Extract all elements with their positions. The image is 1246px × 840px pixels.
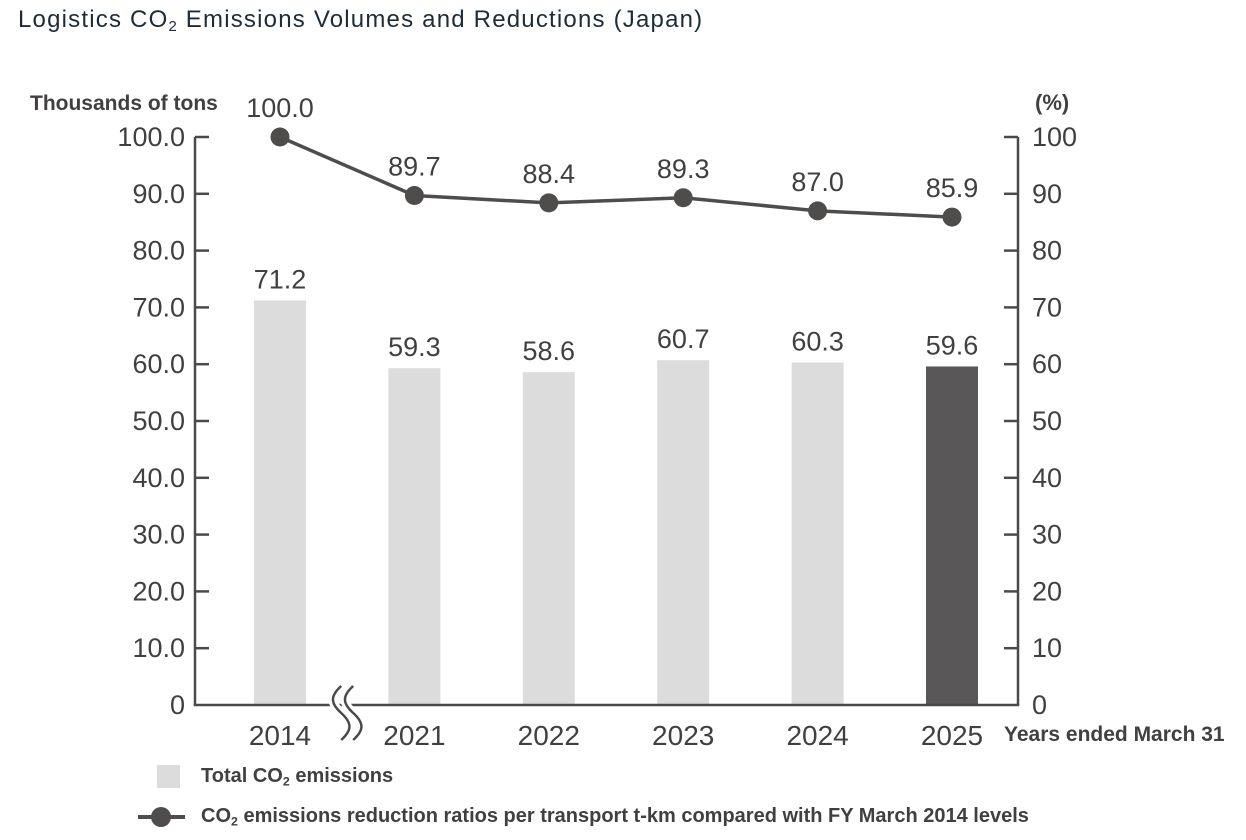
- bar-2023: [657, 360, 710, 705]
- line-value-label: 89.7: [388, 152, 441, 182]
- bar-2025: [926, 366, 978, 705]
- line-data-point-2021: [404, 186, 424, 206]
- left-axis-tick-label: 80.0: [132, 236, 185, 266]
- bar-2021: [388, 368, 441, 705]
- x-axis-tick-label: 2014: [249, 720, 311, 751]
- right-axis-tick-label: 10: [1032, 633, 1062, 663]
- x-axis-tick-label: 2021: [383, 720, 445, 751]
- left-axis-tick-label: 60.0: [132, 349, 185, 379]
- bar-swatch: [157, 765, 180, 788]
- bar-value-label: 60.7: [657, 324, 710, 354]
- bar-value-label: 59.3: [388, 332, 441, 362]
- right-axis-tick-label: 30: [1032, 520, 1062, 550]
- page-title: Logistics CO2 Emissions Volumes and Redu…: [18, 6, 703, 35]
- legend-text-part: Total CO: [201, 764, 283, 787]
- right-axis-tick-label: 80: [1032, 236, 1062, 266]
- right-axis-tick-label: 90: [1032, 179, 1062, 209]
- line-dot-marker-icon: [136, 803, 194, 830]
- right-axis-title: (%): [1035, 90, 1070, 115]
- right-axis-tick-label: 50: [1032, 406, 1062, 436]
- left-axis-tick-label: 0: [170, 690, 185, 720]
- right-axis-tick-label: 60: [1032, 349, 1062, 379]
- legend-text-part: CO: [201, 804, 231, 827]
- legend-text-part: emissions reduction ratios per transport…: [237, 804, 1029, 827]
- legend-subscript: 2: [231, 814, 238, 829]
- legend-text-part: emissions: [289, 764, 394, 787]
- axis-break-icon: [343, 685, 363, 741]
- title-subscript: 2: [168, 19, 178, 36]
- left-axis-tick-label: 100.0: [117, 122, 185, 152]
- legend: Total CO2 emissions CO2 emissions reduct…: [136, 763, 1029, 840]
- legend-item-total-emissions: Total CO2 emissions: [136, 763, 1029, 790]
- legend-label-reduction-ratio: CO2 emissions reduction ratios per trans…: [201, 805, 1029, 828]
- right-axis-tick-label: 70: [1032, 292, 1062, 322]
- legend-item-reduction-ratio: CO2 emissions reduction ratios per trans…: [136, 803, 1029, 830]
- x-axis-tick-label: 2022: [518, 720, 580, 751]
- left-axis-title: Thousands of tons: [30, 92, 218, 115]
- line-value-label: 100.0: [246, 93, 314, 123]
- left-axis-tick-label: 50.0: [132, 406, 185, 436]
- right-axis-tick-label: 40: [1032, 463, 1062, 493]
- right-axis-tick-label: 100: [1032, 122, 1077, 152]
- x-axis-tick-label: 2024: [786, 720, 848, 751]
- right-axis-tick-label: 20: [1032, 576, 1062, 606]
- legend-subscript: 2: [282, 774, 290, 789]
- x-axis-note: Years ended March 31: [1004, 723, 1225, 746]
- left-axis-tick-label: 30.0: [132, 520, 185, 550]
- left-axis-tick-label: 90.0: [132, 179, 185, 209]
- axis-break-icon: [331, 685, 351, 741]
- left-axis-tick-label: 20.0: [132, 576, 185, 606]
- line-value-label: 88.4: [523, 159, 576, 189]
- bar-swatch-icon: [136, 763, 194, 790]
- bar-value-label: 59.6: [926, 330, 979, 360]
- bar-value-label: 60.3: [791, 326, 844, 356]
- bar-2014: [254, 300, 306, 705]
- line-data-point-2022: [539, 193, 559, 213]
- left-axis-tick-label: 10.0: [132, 633, 185, 663]
- bar-value-label: 71.2: [254, 265, 307, 295]
- line-data-point-2025: [942, 207, 962, 227]
- line-data-point-2023: [673, 188, 693, 208]
- line-value-label: 87.0: [791, 167, 844, 197]
- right-axis-tick-label: 0: [1032, 690, 1047, 720]
- legend-label-total-emissions: Total CO2 emissions: [201, 765, 393, 788]
- line-value-label: 85.9: [926, 173, 979, 203]
- x-axis-tick-label: 2023: [652, 720, 714, 751]
- legend-dot: [151, 807, 171, 827]
- reduction-ratio-line: [279, 135, 953, 219]
- line-value-label: 89.3: [657, 154, 710, 184]
- title-text: Logistics CO: [18, 6, 169, 33]
- left-axis-tick-label: 70.0: [132, 292, 185, 322]
- x-axis-tick-label: 2025: [921, 720, 983, 751]
- line-data-point-2014: [270, 127, 290, 147]
- line-data-point-2024: [808, 201, 828, 221]
- bar-value-label: 58.6: [523, 336, 576, 366]
- title-text-rest: Emissions Volumes and Reductions (Japan): [177, 6, 704, 33]
- left-axis-tick-label: 40.0: [132, 463, 185, 493]
- bar-2024: [791, 362, 844, 705]
- bar-2022: [522, 372, 575, 705]
